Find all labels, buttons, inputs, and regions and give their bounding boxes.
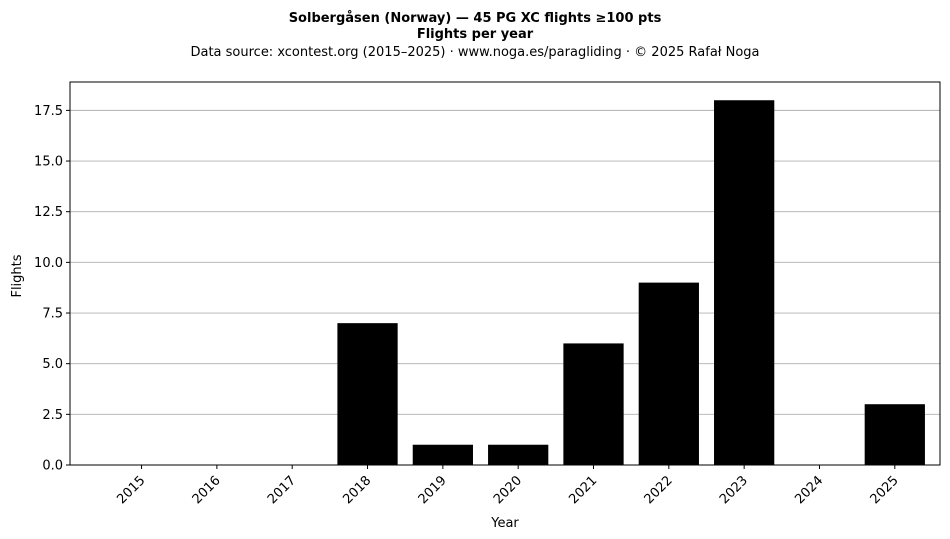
y-tick-label: 2.5	[42, 408, 63, 423]
bar-2021	[563, 343, 624, 465]
y-gridlines	[70, 109, 940, 415]
chart-title: Solbergåsen (Norway) — 45 PG XC flights …	[289, 11, 662, 26]
x-tick-label: 2017	[265, 473, 299, 507]
y-axis: 0.0 2.5 5.0 7.5 10.0 12.5 15.0 17.5	[34, 104, 70, 474]
y-tick-label: 12.5	[34, 205, 63, 220]
x-tick-label: 2015	[114, 473, 148, 507]
y-tick-label: 17.5	[34, 104, 63, 119]
y-tick-label: 5.0	[42, 357, 63, 372]
x-tick-label: 2019	[416, 473, 450, 507]
x-axis-label: Year	[490, 516, 519, 531]
bar-2023	[714, 100, 775, 465]
x-tick-label: 2022	[642, 473, 676, 507]
bar-2019	[412, 444, 473, 465]
chart-subtitle: Flights per year	[417, 27, 534, 42]
x-tick-label: 2021	[566, 473, 600, 507]
chart-source-line: Data source: xcontest.org (2015–2025) · …	[190, 45, 759, 60]
y-tick-label: 7.5	[42, 307, 63, 322]
bar-2022	[638, 282, 699, 465]
y-tick-label: 15.0	[34, 155, 63, 170]
x-tick-label: 2024	[792, 473, 826, 507]
y-tick-label: 0.0	[42, 459, 63, 474]
bar-2025	[864, 404, 925, 465]
bar-2020	[488, 444, 549, 465]
bars	[337, 100, 925, 465]
x-axis: 2015 2016 2017 2018 2019 2020 2021 2022 2023 2024…	[114, 465, 902, 507]
x-tick-label: 2025	[868, 473, 902, 507]
x-tick-label: 2018	[340, 473, 374, 507]
bar-2018	[337, 323, 398, 465]
y-axis-label: Flights	[10, 254, 25, 297]
x-tick-label: 2023	[717, 473, 751, 507]
y-tick-label: 10.0	[34, 256, 63, 271]
x-tick-label: 2020	[491, 473, 525, 507]
plot-frame	[69, 81, 941, 466]
x-tick-label: 2016	[190, 473, 224, 507]
